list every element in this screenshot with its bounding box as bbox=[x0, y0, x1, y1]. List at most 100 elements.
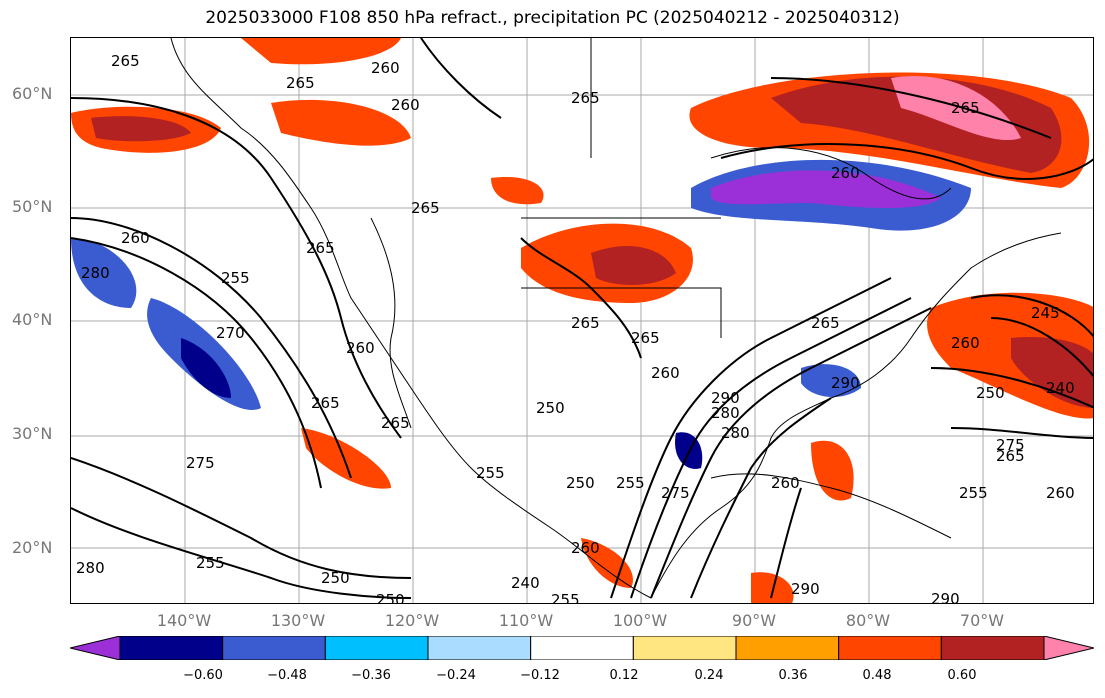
colorbar-tick: 0.48 bbox=[862, 668, 892, 683]
lon-label: 90°W bbox=[731, 611, 777, 630]
map-title: 2025033000 F108 850 hPa refract., precip… bbox=[205, 8, 900, 28]
lat-label: 30°N bbox=[12, 424, 53, 443]
contour-label: 250 bbox=[566, 474, 595, 492]
contour-label: 290 bbox=[831, 374, 860, 392]
shade-bc-small bbox=[241, 38, 401, 65]
coastlines bbox=[170, 38, 1062, 599]
lon-label: 70°W bbox=[959, 611, 1005, 630]
colorbar-segment bbox=[838, 636, 942, 660]
contour-label: 240 bbox=[511, 574, 540, 592]
contour-labels: 265 265 260 265 260 265 265 260 265 280 … bbox=[76, 52, 1075, 604]
contour-label: 255 bbox=[196, 554, 225, 572]
contour-label: 240 bbox=[1046, 379, 1075, 397]
colorbar-segment bbox=[70, 636, 121, 660]
colorbar-tick: 0.60 bbox=[947, 668, 977, 683]
shade-bc-orange bbox=[271, 99, 411, 146]
contour-label: 265 bbox=[411, 199, 440, 217]
contour-label: 260 bbox=[1046, 484, 1075, 502]
refractivity-contours bbox=[71, 38, 1093, 599]
colorbar-tick: −0.12 bbox=[520, 668, 560, 683]
shade-pacific-purple bbox=[181, 338, 231, 398]
colorbar-segment bbox=[735, 636, 840, 660]
contour-label: 255 bbox=[616, 474, 645, 492]
contour-label: 250 bbox=[376, 591, 405, 604]
contour-label: 275 bbox=[996, 436, 1025, 454]
contour-label: 260 bbox=[651, 364, 680, 382]
lon-label: 130°W bbox=[270, 611, 326, 630]
colorbar-segment bbox=[1043, 636, 1094, 660]
shade-mexico-orange bbox=[581, 538, 633, 588]
shade-plains-red bbox=[591, 245, 676, 285]
colorbar-tick: −0.48 bbox=[267, 668, 307, 683]
contour-label: 290 bbox=[931, 590, 960, 604]
colorbar-tick: −0.60 bbox=[183, 668, 223, 683]
lat-label: 20°N bbox=[12, 538, 53, 557]
lon-label: 80°W bbox=[845, 611, 891, 630]
contour-label: 265 bbox=[811, 314, 840, 332]
contour-label: 255 bbox=[221, 269, 250, 287]
contour-label: 265 bbox=[111, 52, 140, 70]
lon-label: 120°W bbox=[384, 611, 440, 630]
contour-label: 265 bbox=[571, 89, 600, 107]
lon-label: 100°W bbox=[612, 611, 668, 630]
contour-label: 265 bbox=[311, 394, 340, 412]
contour-label: 260 bbox=[346, 339, 375, 357]
lon-label: 110°W bbox=[498, 611, 554, 630]
shade-pacific-blue-1 bbox=[71, 238, 137, 308]
contour-label: 280 bbox=[81, 264, 110, 282]
colorbar bbox=[70, 636, 1094, 660]
contour-label: 255 bbox=[551, 591, 580, 604]
contour-label: 260 bbox=[831, 164, 860, 182]
contour-label: 290 bbox=[711, 389, 740, 407]
lat-label: 40°N bbox=[12, 310, 53, 329]
contour-label: 265 bbox=[951, 99, 980, 117]
contour-label: 260 bbox=[951, 334, 980, 352]
lat-label: 60°N bbox=[12, 84, 53, 103]
colorbar-segment bbox=[222, 636, 326, 660]
contour-label: 260 bbox=[771, 474, 800, 492]
shade-hudson-purple bbox=[711, 170, 941, 208]
lon-label: 140°W bbox=[156, 611, 212, 630]
contour-label: 265 bbox=[306, 239, 335, 257]
shade-canada-orange bbox=[491, 177, 544, 205]
colorbar-segment bbox=[427, 636, 532, 660]
contour-label: 255 bbox=[476, 464, 505, 482]
contour-label: 260 bbox=[121, 229, 150, 247]
map-panel: 265 265 260 265 260 265 265 260 265 280 … bbox=[70, 37, 1094, 604]
colorbar-segment bbox=[940, 636, 1045, 660]
colorbar-tick: −0.36 bbox=[351, 668, 391, 683]
colorbar-segment bbox=[119, 636, 224, 660]
shade-yucatan-orange bbox=[751, 572, 794, 603]
colorbar-tick: 0.24 bbox=[694, 668, 724, 683]
contour-label: 280 bbox=[721, 424, 750, 442]
colorbar-segment bbox=[324, 636, 429, 660]
contour-label: 270 bbox=[216, 324, 245, 342]
colorbar-segment bbox=[530, 636, 634, 660]
contour-label: 275 bbox=[186, 454, 215, 472]
map-svg: 265 265 260 265 260 265 265 260 265 280 … bbox=[71, 38, 1093, 604]
lat-label: 50°N bbox=[12, 197, 53, 216]
shade-caribbean-orange bbox=[811, 440, 854, 501]
contour-label: 265 bbox=[286, 74, 315, 92]
contour-label: 260 bbox=[371, 59, 400, 77]
shade-gulf-blue bbox=[801, 364, 861, 398]
shade-baja-orange bbox=[301, 428, 391, 489]
contour-label: 280 bbox=[711, 404, 740, 422]
contour-label: 265 bbox=[996, 447, 1025, 465]
shade-ne-canada-pink bbox=[891, 76, 1021, 141]
colorbar-tick: 0.36 bbox=[778, 668, 808, 683]
contour-label: 265 bbox=[381, 414, 410, 432]
colorbar-tick: −0.24 bbox=[436, 668, 476, 683]
colorbar-tick: 0.12 bbox=[609, 668, 639, 683]
contour-label: 250 bbox=[321, 569, 350, 587]
contour-label: 260 bbox=[571, 539, 600, 557]
contour-label: 250 bbox=[976, 384, 1005, 402]
contour-label: 280 bbox=[76, 559, 105, 577]
contour-label: 250 bbox=[536, 399, 565, 417]
contour-label: 245 bbox=[1031, 304, 1060, 322]
contour-label: 265 bbox=[631, 329, 660, 347]
shade-alaska-red bbox=[91, 116, 191, 142]
contour-label: 275 bbox=[661, 484, 690, 502]
contour-label: 290 bbox=[791, 580, 820, 598]
colorbar-segment bbox=[632, 636, 737, 660]
